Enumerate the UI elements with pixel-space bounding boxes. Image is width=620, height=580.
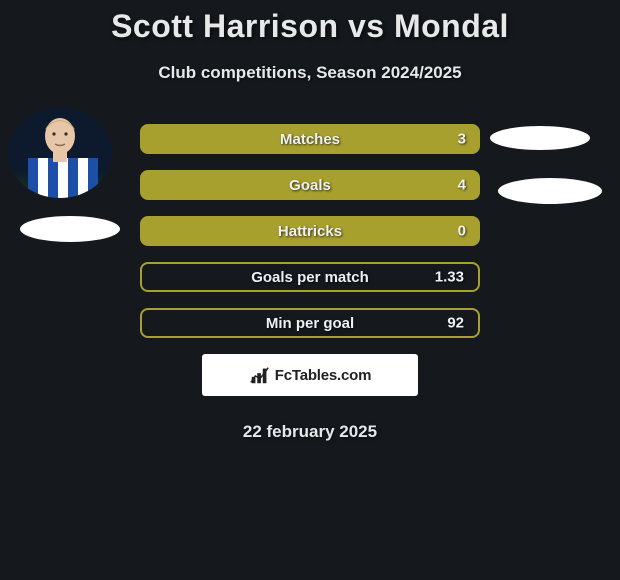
stat-value: 4: [458, 177, 466, 194]
avatar-illustration: [8, 108, 112, 198]
stat-label: Matches: [280, 131, 340, 148]
badge-pill-left: [20, 216, 120, 242]
stat-label: Hattricks: [278, 223, 342, 240]
badge-pill-right-2: [498, 178, 602, 204]
stat-value: 0: [458, 223, 466, 240]
stat-value: 92: [447, 315, 464, 332]
stats-bars: Matches 3 Goals 4 Hattricks 0 Goals per …: [140, 124, 480, 354]
stat-value: 1.33: [435, 269, 464, 286]
attribution-logo: FcTables.com: [202, 354, 418, 396]
stat-label: Goals per match: [251, 269, 369, 286]
stat-bar-goals-per-match: Goals per match 1.33: [140, 262, 480, 292]
stat-bar-goals: Goals 4: [140, 170, 480, 200]
stat-label: Min per goal: [266, 315, 354, 332]
stat-label: Goals: [289, 177, 331, 194]
logo-text: FcTables.com: [275, 367, 372, 384]
badge-pill-right-1: [490, 126, 590, 150]
page-title: Scott Harrison vs Mondal: [0, 0, 620, 45]
bar-chart-icon: [249, 364, 271, 386]
stat-bar-min-per-goal: Min per goal 92: [140, 308, 480, 338]
subtitle: Club competitions, Season 2024/2025: [0, 63, 620, 83]
stat-bar-hattricks: Hattricks 0: [140, 216, 480, 246]
player-avatar-left: [8, 108, 112, 198]
stat-value: 3: [458, 131, 466, 148]
stat-bar-matches: Matches 3: [140, 124, 480, 154]
date-label: 22 february 2025: [0, 422, 620, 442]
